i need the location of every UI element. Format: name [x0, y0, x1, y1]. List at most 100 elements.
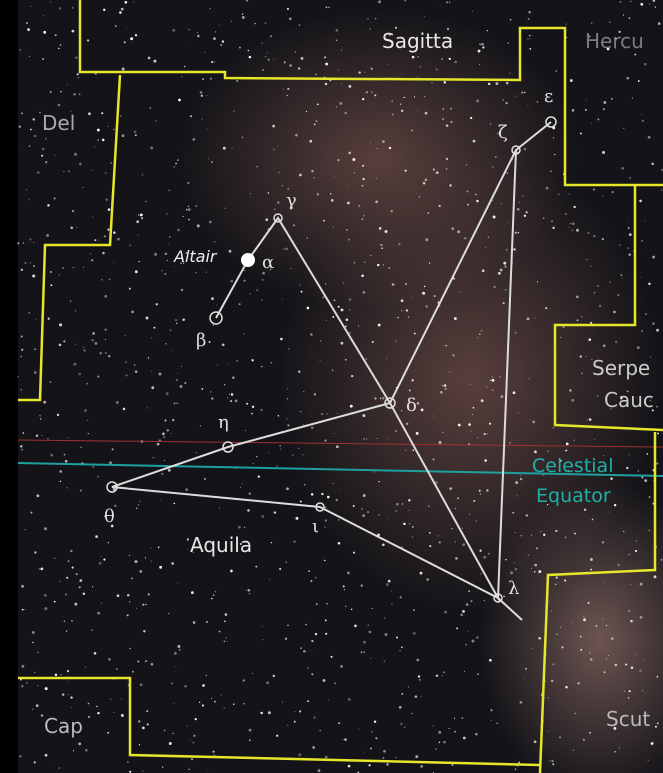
background-star	[589, 652, 591, 654]
background-star	[487, 30, 488, 31]
background-star	[225, 208, 226, 209]
background-star	[177, 229, 180, 232]
background-star	[213, 594, 215, 596]
sky-map: Sagitta Hercu Del Aquila Serpe Cauc Cap …	[0, 0, 663, 773]
background-star	[178, 99, 181, 102]
constellation-label: Hercu	[585, 29, 644, 53]
background-star	[229, 394, 230, 395]
background-star	[560, 627, 561, 628]
background-star	[47, 204, 49, 206]
background-star	[174, 402, 176, 404]
background-star	[648, 760, 649, 761]
background-star	[454, 731, 455, 732]
background-star	[464, 237, 467, 240]
background-star	[354, 625, 357, 628]
background-star	[555, 583, 557, 585]
background-star	[443, 672, 444, 673]
background-star	[324, 439, 326, 441]
background-star	[629, 454, 631, 456]
constellation-label: Serpe	[592, 356, 650, 380]
background-star	[439, 742, 441, 744]
background-star	[349, 309, 350, 310]
background-star	[39, 415, 41, 417]
background-star	[54, 155, 55, 156]
background-star	[184, 382, 186, 384]
background-star	[450, 121, 452, 123]
background-star	[518, 762, 520, 764]
background-star	[304, 484, 305, 485]
background-star	[338, 519, 339, 520]
background-star	[24, 529, 25, 530]
background-star	[438, 535, 439, 536]
background-star	[543, 217, 545, 219]
background-star	[75, 573, 77, 575]
background-star	[602, 151, 605, 154]
background-star	[577, 319, 579, 321]
background-star	[287, 725, 288, 726]
background-star	[341, 342, 344, 345]
background-star	[506, 249, 508, 251]
background-star	[277, 201, 279, 203]
background-star	[420, 66, 422, 68]
background-star	[41, 155, 43, 157]
background-star	[632, 97, 633, 98]
background-star	[217, 364, 218, 365]
star-label: α	[262, 252, 274, 273]
background-star	[368, 631, 371, 634]
background-star	[538, 570, 541, 573]
background-star	[323, 220, 325, 222]
background-star	[262, 43, 263, 44]
background-star	[361, 274, 364, 277]
background-star	[385, 633, 388, 636]
background-star	[364, 72, 365, 73]
background-star	[146, 710, 148, 712]
background-star	[67, 670, 69, 672]
background-star	[32, 631, 35, 634]
background-star	[472, 11, 473, 12]
constellation-label: Cap	[44, 714, 83, 738]
constellation-label: Del	[42, 111, 75, 135]
background-star	[138, 261, 139, 262]
background-star	[211, 598, 213, 600]
background-star	[351, 609, 352, 610]
background-star	[249, 739, 251, 741]
background-star	[420, 696, 421, 697]
background-star	[243, 703, 244, 704]
background-star	[358, 205, 360, 207]
background-star	[469, 514, 470, 515]
background-star	[33, 265, 35, 267]
background-star	[232, 377, 234, 379]
background-star	[537, 281, 538, 282]
background-star	[311, 170, 314, 173]
background-star	[268, 711, 271, 714]
background-star	[62, 693, 64, 695]
background-star	[324, 560, 325, 561]
background-star	[168, 243, 169, 244]
background-star	[395, 340, 396, 341]
background-star	[165, 343, 166, 344]
background-star	[615, 341, 618, 344]
background-star	[413, 609, 415, 611]
background-star	[503, 99, 504, 100]
background-star	[299, 710, 301, 712]
background-star	[629, 233, 632, 236]
background-star	[462, 528, 463, 529]
background-star	[527, 105, 528, 106]
background-star	[316, 603, 318, 605]
background-star	[273, 149, 275, 151]
background-star	[202, 78, 204, 80]
background-star	[451, 227, 454, 230]
star-name: Altair	[173, 247, 218, 266]
background-star	[166, 213, 167, 214]
background-star	[49, 381, 51, 383]
background-star	[252, 673, 253, 674]
background-star	[174, 503, 176, 505]
background-star	[26, 682, 28, 684]
background-star	[403, 523, 406, 526]
background-star	[17, 376, 19, 378]
background-star	[175, 666, 176, 667]
background-star	[594, 439, 595, 440]
background-star	[644, 479, 647, 482]
background-star	[193, 621, 196, 624]
background-star	[236, 360, 237, 361]
